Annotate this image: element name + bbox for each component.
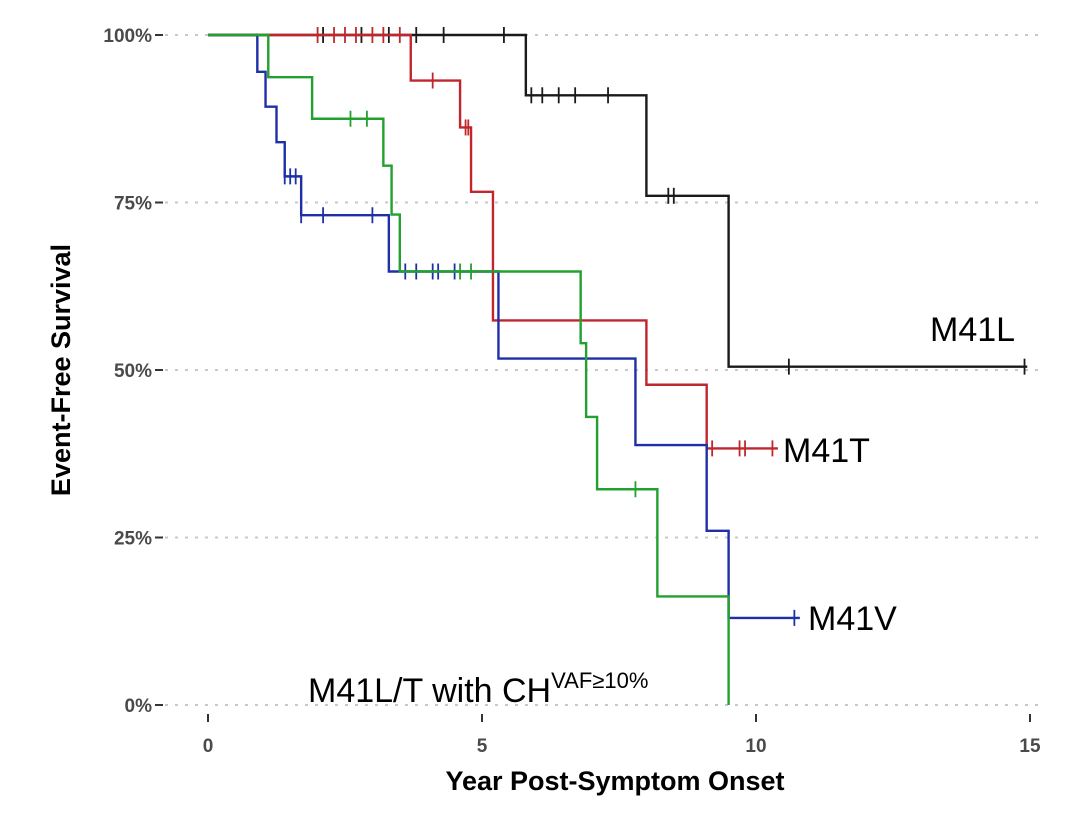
series-1 xyxy=(208,27,778,457)
label-m41l: M41L xyxy=(930,311,1015,349)
x-axis-ticks: 0 5 10 15 xyxy=(203,714,1041,757)
y-tick-label-2: 50% xyxy=(114,361,152,382)
y-tick-label-4: 100% xyxy=(103,26,152,47)
y-tick-label-3: 75% xyxy=(114,194,152,215)
series-2 xyxy=(208,33,800,626)
label-ch-vaf-main: M41L/T with CH xyxy=(308,672,551,710)
y-tick-label-1: 25% xyxy=(114,529,152,550)
y-axis-title: Event-Free Survival xyxy=(46,244,76,496)
x-tick-label-2: 10 xyxy=(745,736,766,757)
y-tick-label-0: 0% xyxy=(125,696,153,717)
x-tick-label-0: 0 xyxy=(203,736,214,757)
label-ch-vaf: M41L/T with CHVAF≥10% xyxy=(308,668,648,710)
x-axis-title: Year Post-Symptom Onset xyxy=(445,766,784,796)
series-line-1 xyxy=(208,33,778,450)
y-axis-ticks: 0% 25% 50% 75% 100% xyxy=(103,26,163,717)
x-tick-label-1: 5 xyxy=(477,736,488,757)
series-0 xyxy=(208,27,1028,375)
series-line-0 xyxy=(208,33,1028,368)
series-line-3 xyxy=(208,33,730,705)
survival-curves xyxy=(208,27,1028,705)
series-line-2 xyxy=(208,33,800,620)
grid-lines xyxy=(165,34,1045,706)
series-3 xyxy=(208,33,730,705)
x-tick-label-3: 15 xyxy=(1019,736,1041,757)
label-m41v: M41V xyxy=(808,600,897,638)
label-ch-vaf-superscript: VAF≥10% xyxy=(551,668,648,693)
label-m41t: M41T xyxy=(783,432,870,470)
